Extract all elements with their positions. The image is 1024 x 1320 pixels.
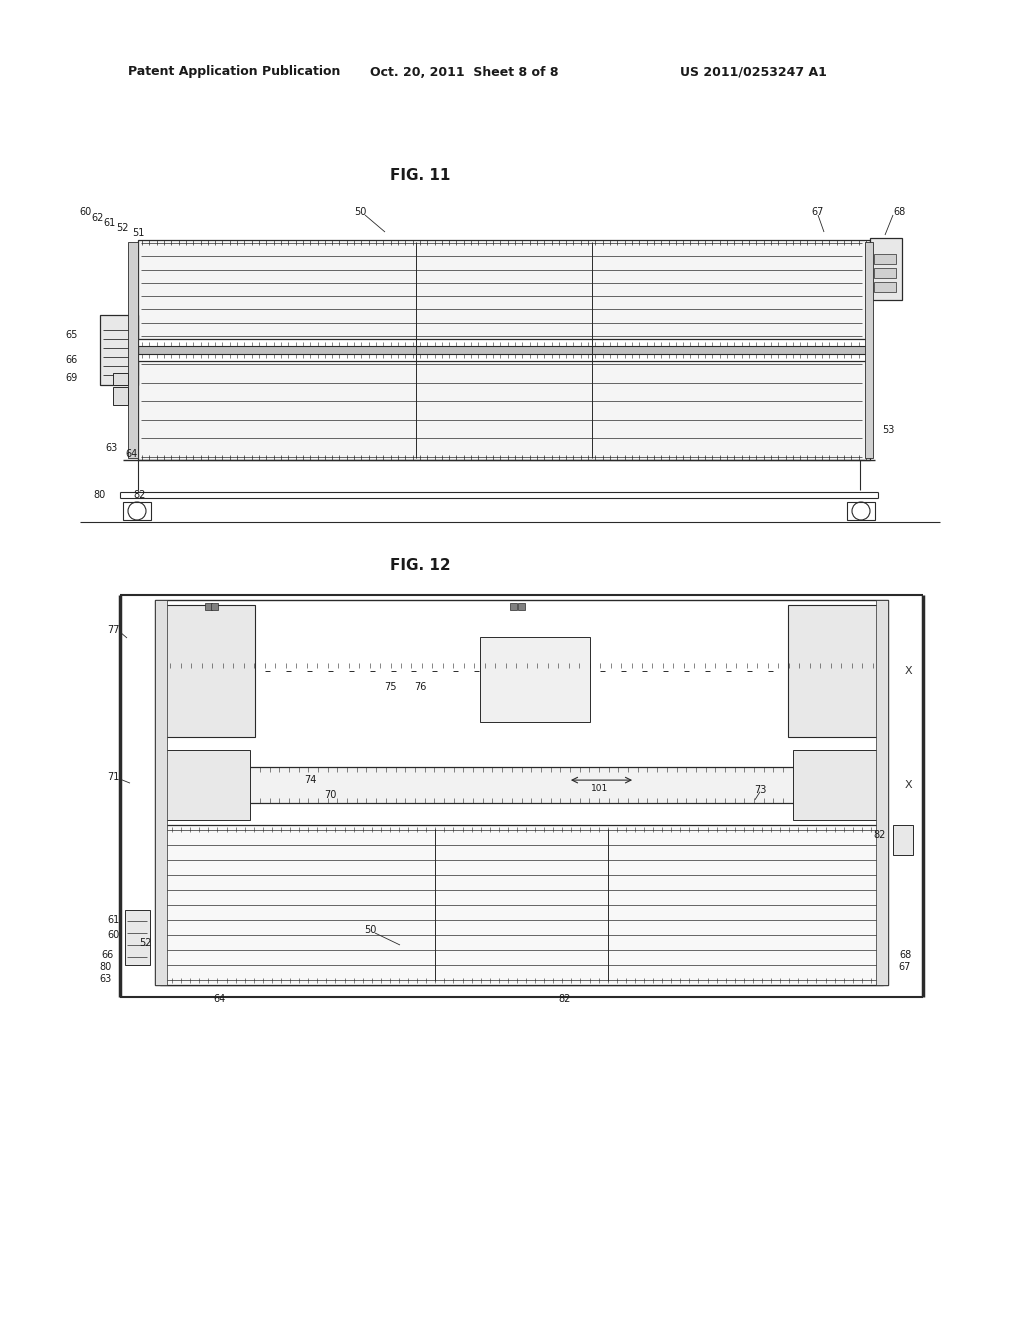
Text: 75: 75: [384, 682, 396, 693]
Bar: [113, 387, 128, 405]
Bar: [123, 502, 151, 520]
Text: 60: 60: [80, 207, 92, 216]
Text: 69: 69: [66, 374, 78, 383]
Text: X: X: [904, 780, 911, 791]
Text: 50: 50: [354, 207, 367, 216]
Text: 80: 80: [94, 490, 106, 500]
Text: 73: 73: [754, 785, 766, 795]
Bar: [175, 775, 191, 795]
Text: 68: 68: [899, 950, 911, 960]
Text: 74: 74: [304, 775, 316, 785]
Text: 61: 61: [103, 218, 116, 228]
Text: Patent Application Publication: Patent Application Publication: [128, 66, 340, 78]
Bar: [155, 601, 167, 985]
Text: 65: 65: [66, 330, 78, 341]
Bar: [160, 767, 883, 803]
Bar: [874, 253, 896, 264]
Text: 64: 64: [214, 994, 226, 1005]
Text: 101: 101: [592, 784, 608, 792]
Text: FIG. 12: FIG. 12: [390, 557, 451, 573]
Bar: [138, 240, 870, 339]
Text: 63: 63: [105, 444, 118, 453]
Text: X: X: [904, 667, 911, 676]
Text: 64: 64: [126, 449, 138, 459]
Text: Oct. 20, 2011  Sheet 8 of 8: Oct. 20, 2011 Sheet 8 of 8: [370, 66, 558, 78]
Bar: [518, 603, 525, 610]
Bar: [847, 502, 874, 520]
Bar: [160, 825, 883, 985]
Bar: [874, 282, 896, 292]
Text: 77: 77: [106, 624, 119, 635]
Text: 66: 66: [66, 355, 78, 366]
Text: 66: 66: [101, 950, 114, 960]
Text: US 2011/0253247 A1: US 2011/0253247 A1: [680, 66, 826, 78]
Text: 82: 82: [873, 830, 886, 840]
Text: 60: 60: [106, 931, 119, 940]
Text: 53: 53: [882, 425, 894, 436]
Text: 67: 67: [899, 962, 911, 972]
Bar: [155, 601, 888, 985]
Bar: [138, 346, 870, 354]
Text: 70: 70: [324, 789, 336, 800]
Bar: [113, 374, 128, 385]
Text: 63: 63: [99, 974, 112, 983]
Bar: [480, 638, 590, 722]
Bar: [138, 360, 870, 459]
Bar: [211, 603, 218, 610]
Text: 82: 82: [559, 994, 571, 1005]
Bar: [893, 825, 913, 855]
Text: 68: 68: [894, 207, 906, 216]
Bar: [125, 909, 150, 965]
Bar: [160, 751, 250, 820]
Text: 67: 67: [812, 207, 824, 216]
Bar: [793, 751, 883, 820]
Text: 50: 50: [364, 925, 376, 935]
Bar: [128, 242, 138, 458]
Bar: [788, 605, 883, 738]
Text: 52: 52: [138, 939, 152, 948]
Bar: [100, 315, 138, 385]
Text: 52: 52: [116, 223, 128, 234]
Bar: [160, 605, 255, 738]
Text: 61: 61: [106, 915, 119, 925]
Text: 51: 51: [132, 228, 144, 238]
Bar: [874, 268, 896, 279]
Text: 62: 62: [92, 213, 104, 223]
Bar: [852, 775, 868, 795]
Text: 80: 80: [99, 962, 112, 972]
Bar: [876, 601, 888, 985]
Bar: [865, 242, 873, 458]
Text: 76: 76: [414, 682, 426, 693]
Text: 71: 71: [106, 772, 119, 781]
Bar: [870, 238, 902, 300]
Bar: [510, 603, 517, 610]
Bar: [205, 603, 212, 610]
Text: FIG. 11: FIG. 11: [390, 168, 451, 182]
Text: 82: 82: [134, 490, 146, 500]
